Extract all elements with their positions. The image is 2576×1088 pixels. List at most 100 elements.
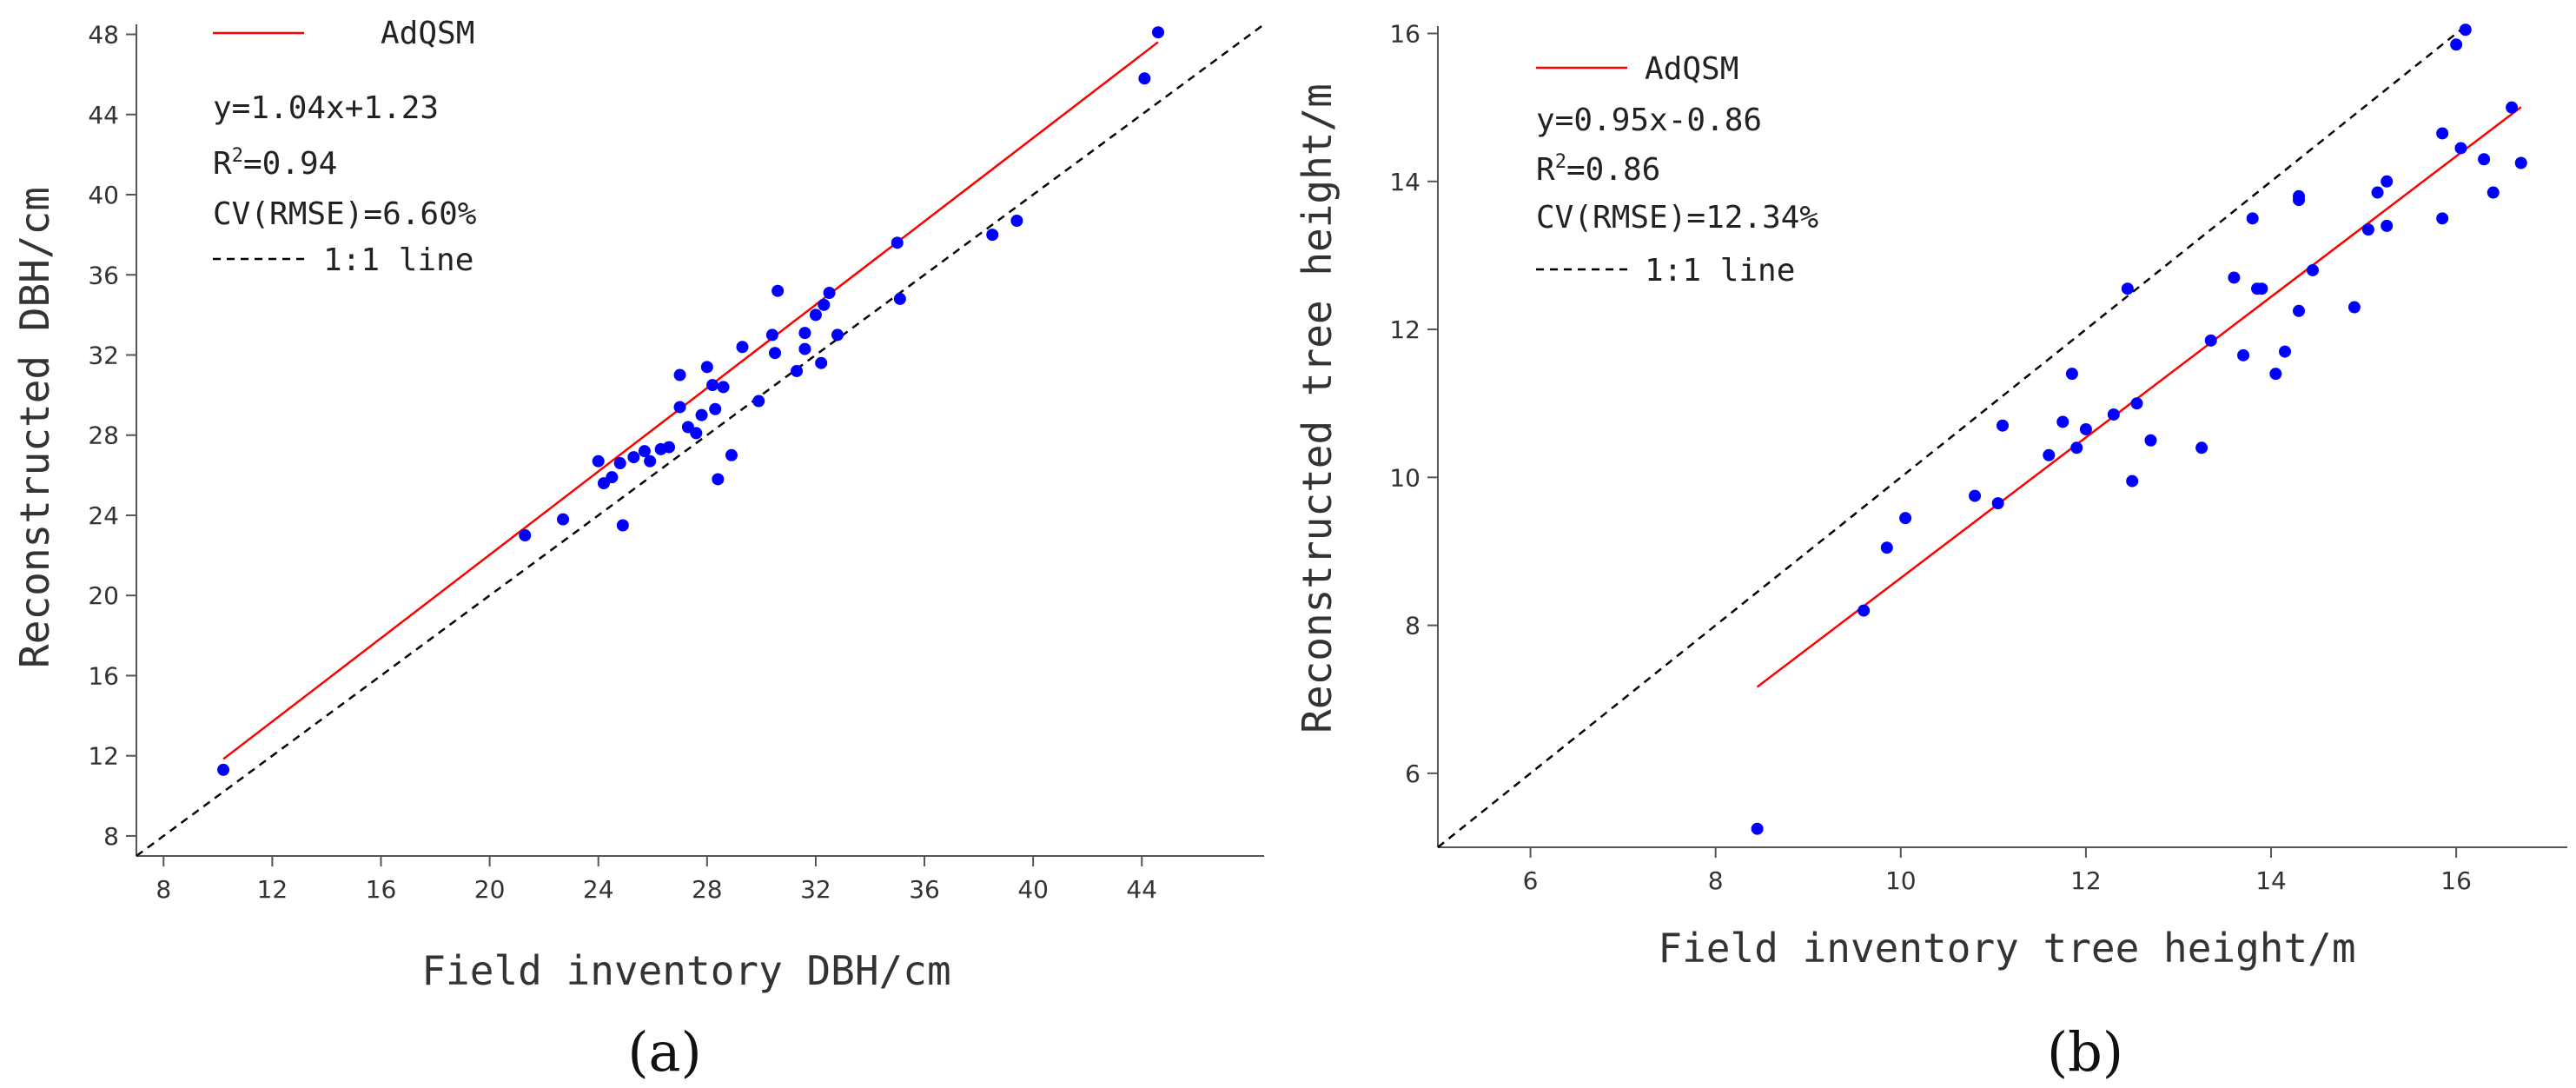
panel-a-data-point [717, 381, 730, 394]
panel-a-data-point [798, 327, 811, 340]
panel-b-x-tick-label: 6 [1523, 866, 1539, 895]
panel-b-data-point [2292, 304, 2305, 317]
panel-a-data-point [771, 284, 785, 297]
panel-b-y-tick-label: 12 [1389, 315, 1420, 344]
panel-b: Reconstructed tree height/m Field invent… [1294, 20, 2567, 1084]
panel-a-y-tick-label: 28 [88, 421, 119, 450]
panel-a-ticks: 8 12 16 20 24 28 32 36 40 44 8 12 16 20 24 28 32 36 40 44 48 [88, 21, 1264, 904]
panel-b-data-point [2459, 23, 2472, 36]
panel-a-legend-r2-sup: 2 [232, 145, 243, 167]
panel-b-data-point [2246, 212, 2259, 225]
panel-b-data-point [2079, 422, 2092, 435]
panel-b-data-point [1899, 512, 1912, 525]
panel-b-data-point [1751, 822, 1764, 835]
panel-a-y-tick-label: 12 [88, 742, 119, 771]
panel-a-data-point [815, 356, 828, 369]
panel-b-legend: AdQSM y=0.95x-0.86 R2=0.86 CV(RMSE)=12.3… [1536, 51, 1818, 289]
panel-a-data-point [663, 441, 676, 454]
panel-b-data-point [2070, 441, 2083, 454]
panel-b-data-point [2436, 212, 2449, 225]
panel-a-x-tick-label: 16 [366, 875, 397, 904]
panel-a-data-point [752, 395, 765, 408]
panel-a-y-tick-label: 8 [103, 822, 119, 851]
panel-a-data-point [627, 451, 640, 464]
panel-a-x-tick-label: 24 [583, 875, 614, 904]
panel-b-legend-r2-prefix: R [1536, 152, 1555, 188]
panel-a-data-point [823, 287, 836, 300]
panel-a-legend: AdQSM y=1.04x+1.23 R2=0.94 CV(RMSE)=6.60… [213, 16, 477, 278]
panel-a-legend-r2-value: =0.94 [243, 146, 337, 182]
panel-b-data-point [2056, 415, 2069, 428]
panel-a-points [217, 26, 1165, 776]
panel-a-ylabel: Reconstructed DBH/cm [11, 187, 58, 668]
panel-b-data-point [2121, 282, 2134, 295]
panel-b-data-point [2195, 441, 2208, 454]
panel-a-y-tick-label: 16 [88, 661, 119, 690]
panel-a-data-point [712, 473, 725, 486]
panel-b-data-point [2130, 397, 2143, 410]
panel-b-legend-r2: R2=0.86 [1536, 151, 1660, 188]
panel-b-data-point [2454, 142, 2467, 155]
panel-a-data-point [217, 763, 230, 776]
panel-b-legend-fit-label: AdQSM [1645, 51, 1738, 87]
panel-a-data-point [606, 471, 619, 484]
panel-a-data-point [673, 401, 686, 414]
panel-a-y-tick-label: 44 [88, 101, 119, 129]
panel-a-data-point [765, 328, 778, 342]
panel-b-fit-line [1756, 106, 2522, 688]
panel-a-data-point [891, 236, 904, 249]
panel-b-data-point [2237, 348, 2250, 362]
panel-a-lines [136, 23, 1265, 858]
panel-b-data-point [2126, 474, 2139, 488]
panel-a-y-tick-label: 20 [88, 581, 119, 610]
panel-a-fit-line [222, 41, 1159, 760]
panel-b-data-point [2478, 153, 2491, 166]
panel-b-data-point [2361, 223, 2374, 236]
panel-a-legend-r2-prefix: R [213, 146, 232, 182]
panel-b-data-point [2043, 448, 2056, 461]
panel-a-xlabel: Field inventory DBH/cm [421, 947, 950, 994]
panel-b-data-point [2228, 271, 2241, 284]
panel-b-legend-1to1-label: 1:1 line [1645, 253, 1795, 289]
panel-b-data-point [2348, 301, 2361, 314]
panel-a-y-tick-label: 36 [88, 261, 119, 289]
panel-a-data-point [695, 408, 708, 421]
panel-a-y-tick-label: 40 [88, 181, 119, 209]
panel-b-data-point [1969, 489, 1982, 502]
panel-a-legend-equation: y=1.04x+1.23 [213, 90, 439, 126]
panel-b-legend-r2-value: =0.86 [1566, 152, 1660, 188]
panel-a-data-point [986, 229, 999, 242]
panel-b-y-tick-label: 16 [1389, 20, 1420, 49]
panel-b-lines [1437, 25, 2522, 848]
panel-a-x-tick-label: 36 [909, 875, 940, 904]
panel-a-data-point [706, 379, 719, 392]
panel-b-legend-cv: CV(RMSE)=12.34% [1536, 200, 1818, 236]
panel-b-data-point [2371, 186, 2384, 199]
panel-b-data-point [2279, 345, 2291, 358]
panel-a-data-point [818, 298, 831, 311]
panel-b-caption: (b) [2047, 1020, 2123, 1084]
panel-a-x-tick-label: 44 [1126, 875, 1157, 904]
panel-a-x-tick-label: 40 [1017, 875, 1049, 904]
panel-b-data-point [2381, 219, 2394, 232]
panel-b-data-point [2144, 434, 2157, 447]
panel-b-points [1751, 23, 2527, 835]
panel-b-data-point [2514, 156, 2527, 169]
panel-a-legend-r2: R2=0.94 [213, 145, 337, 182]
panel-a-data-point [709, 402, 722, 415]
panel-a-x-tick-label: 12 [257, 875, 288, 904]
panel-a-data-point [519, 529, 532, 542]
panel-a-data-point [700, 361, 713, 374]
panel-b-legend-r2-sup: 2 [1555, 151, 1566, 173]
panel-b-x-tick-label: 10 [1885, 866, 1917, 895]
panel-b-data-point [2506, 101, 2519, 114]
panel-b-data-point [2436, 127, 2449, 140]
panel-a-data-point [893, 292, 906, 305]
panel-a-x-tick-label: 28 [692, 875, 723, 904]
panel-a: Reconstructed DBH/cm Field inventory DBH… [11, 16, 1265, 1084]
panel-b-data-point [2292, 194, 2305, 207]
panel-b-y-tick-label: 6 [1405, 760, 1420, 788]
panel-a-data-point [736, 341, 749, 354]
panel-b-data-point [2306, 263, 2319, 276]
